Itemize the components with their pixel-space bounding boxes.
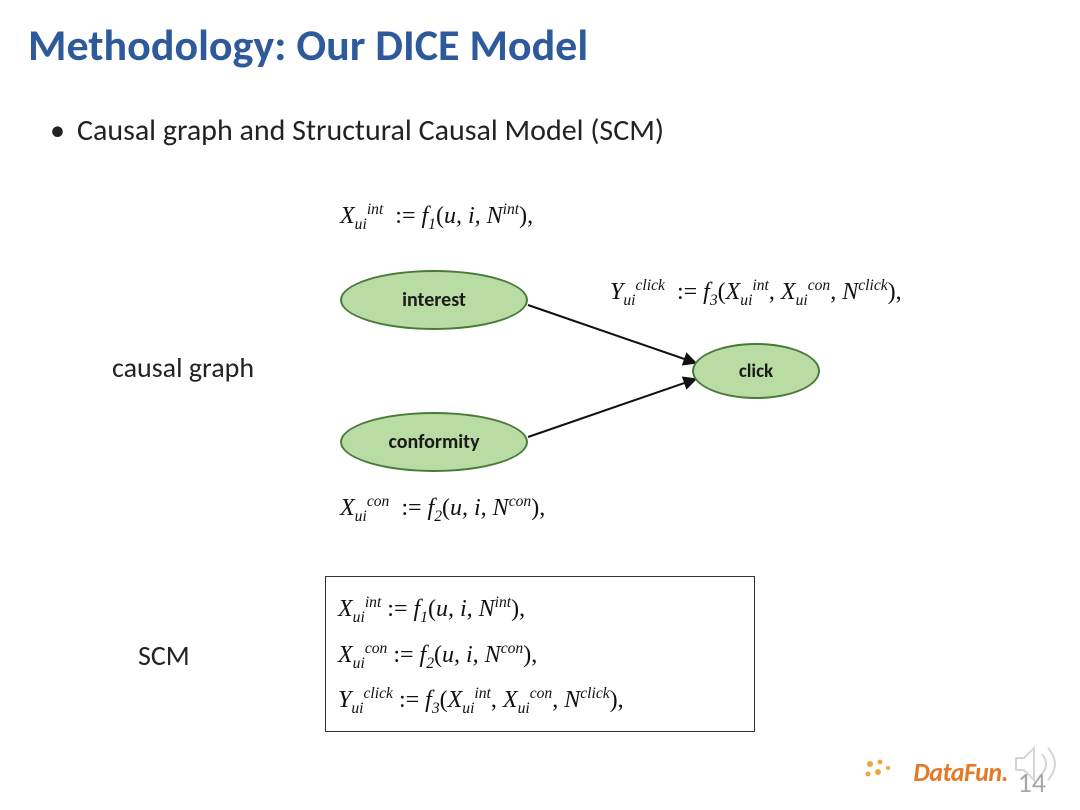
edge-conformity-click (528, 379, 696, 437)
bullet-text: Causal graph and Structural Causal Model… (77, 112, 664, 149)
causal-graph-diagram: interest conformity click Xuiint := f1(u… (310, 195, 1070, 545)
slide-title: Methodology: Our DICE Model (28, 18, 588, 72)
datafun-logo: DataFun. (913, 756, 1008, 788)
equation-interest: Xuiint := f1(u, i, Nint), (340, 201, 533, 234)
label-causal-graph: causal graph (112, 350, 254, 385)
bullet-dot: • (50, 112, 65, 149)
scm-equations-box: Xuiint := f1(u, i, Nint), Xuicon := f2(u… (325, 576, 755, 732)
equation-click: Yuiclick := f3(Xuiint, Xuicon, Nclick), (610, 277, 902, 310)
bullet-item: • Causal graph and Structural Causal Mode… (50, 112, 664, 149)
scm-line-1: Xuiint := f1(u, i, Nint), (338, 587, 742, 633)
node-conformity: conformity (340, 412, 528, 472)
scm-line-2: Xuicon := f2(u, i, Ncon), (338, 633, 742, 679)
logo-dots-icon (864, 758, 894, 782)
scm-line-3: Yuiclick := f3(Xuiint, Xuicon, Nclick), (338, 678, 742, 724)
label-scm: SCM (138, 638, 190, 673)
edge-interest-click (528, 305, 696, 363)
page-number: 14 (1018, 765, 1046, 800)
node-click: click (692, 343, 820, 399)
equation-conformity: Xuicon := f2(u, i, Ncon), (340, 493, 545, 526)
node-interest: interest (340, 270, 528, 330)
